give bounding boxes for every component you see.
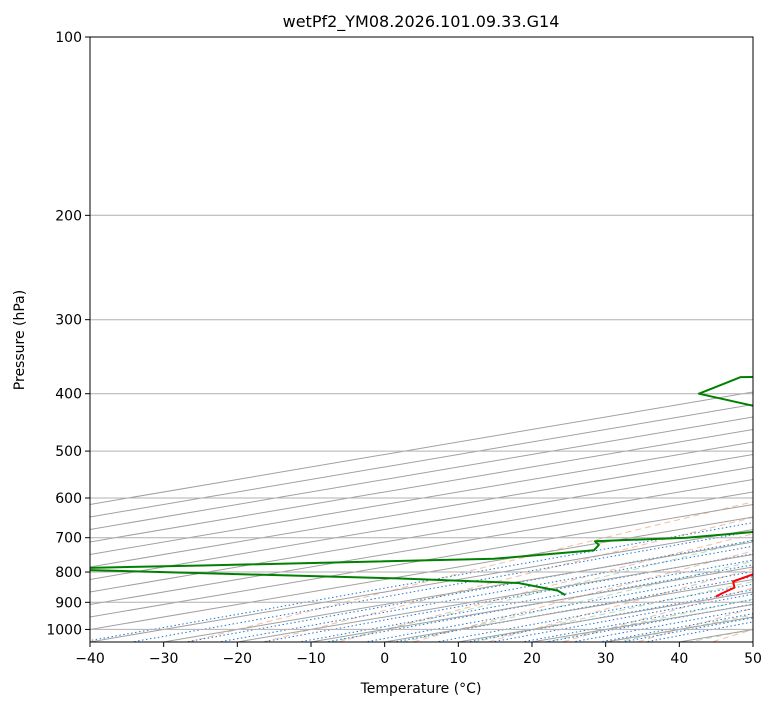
isotherm-line	[90, 453, 753, 568]
x-tick-label: 50	[744, 651, 762, 667]
mixing-ratio-line	[433, 583, 753, 642]
x-tick-label: −30	[149, 651, 179, 667]
y-axis-label: Pressure (hPa)	[12, 290, 28, 390]
dewpoint-line	[90, 375, 753, 596]
y-tick-label: 900	[55, 595, 82, 611]
y-tick-label: 100	[55, 30, 82, 46]
x-tick-label: 0	[380, 651, 389, 667]
axes: −40 −30 −20 −10 0 10 20 30 40 50 100 200 300 400 500 60…	[46, 30, 762, 667]
x-axis-label: Temperature (°C)	[360, 681, 482, 697]
mixing-ratio-line	[296, 559, 753, 642]
moist-adiabat-line	[471, 580, 753, 642]
mixing-ratio-line	[362, 571, 753, 642]
isotherm-line	[90, 441, 753, 555]
mixing-ratio-line	[129, 530, 753, 642]
plot-frame	[89, 36, 754, 643]
y-tick-label: 600	[55, 491, 82, 507]
x-tick-label: −40	[75, 651, 105, 667]
x-tick-label: −20	[223, 651, 253, 667]
isotherm-line	[90, 428, 753, 543]
plot-background	[90, 37, 753, 642]
y-tick-label: 1000	[46, 622, 82, 638]
mixing-ratio-line	[323, 564, 753, 642]
y-tick-label: 800	[55, 565, 82, 581]
y-tick-label: 300	[55, 313, 82, 329]
x-tick-label: −10	[296, 651, 326, 667]
isotherm-line	[90, 466, 753, 580]
y-tick-label: 700	[55, 531, 82, 547]
background-lines	[90, 37, 753, 642]
y-tick-label: 400	[55, 387, 82, 403]
x-tick-label: 10	[449, 651, 467, 667]
isotherm-line	[90, 528, 753, 642]
x-tick-label: 30	[597, 651, 615, 667]
x-tick-label: 40	[670, 651, 688, 667]
isotherm-line	[90, 503, 753, 618]
y-tick-label: 500	[55, 444, 82, 460]
chart-title: wetPf2_YM08.2026.101.09.33.G14	[283, 12, 560, 32]
sounding-profiles	[90, 375, 753, 598]
y-tick-label: 200	[55, 208, 82, 224]
x-tick-label: 20	[523, 651, 541, 667]
isotherm-line	[90, 491, 753, 605]
isotherm-line	[90, 478, 753, 593]
